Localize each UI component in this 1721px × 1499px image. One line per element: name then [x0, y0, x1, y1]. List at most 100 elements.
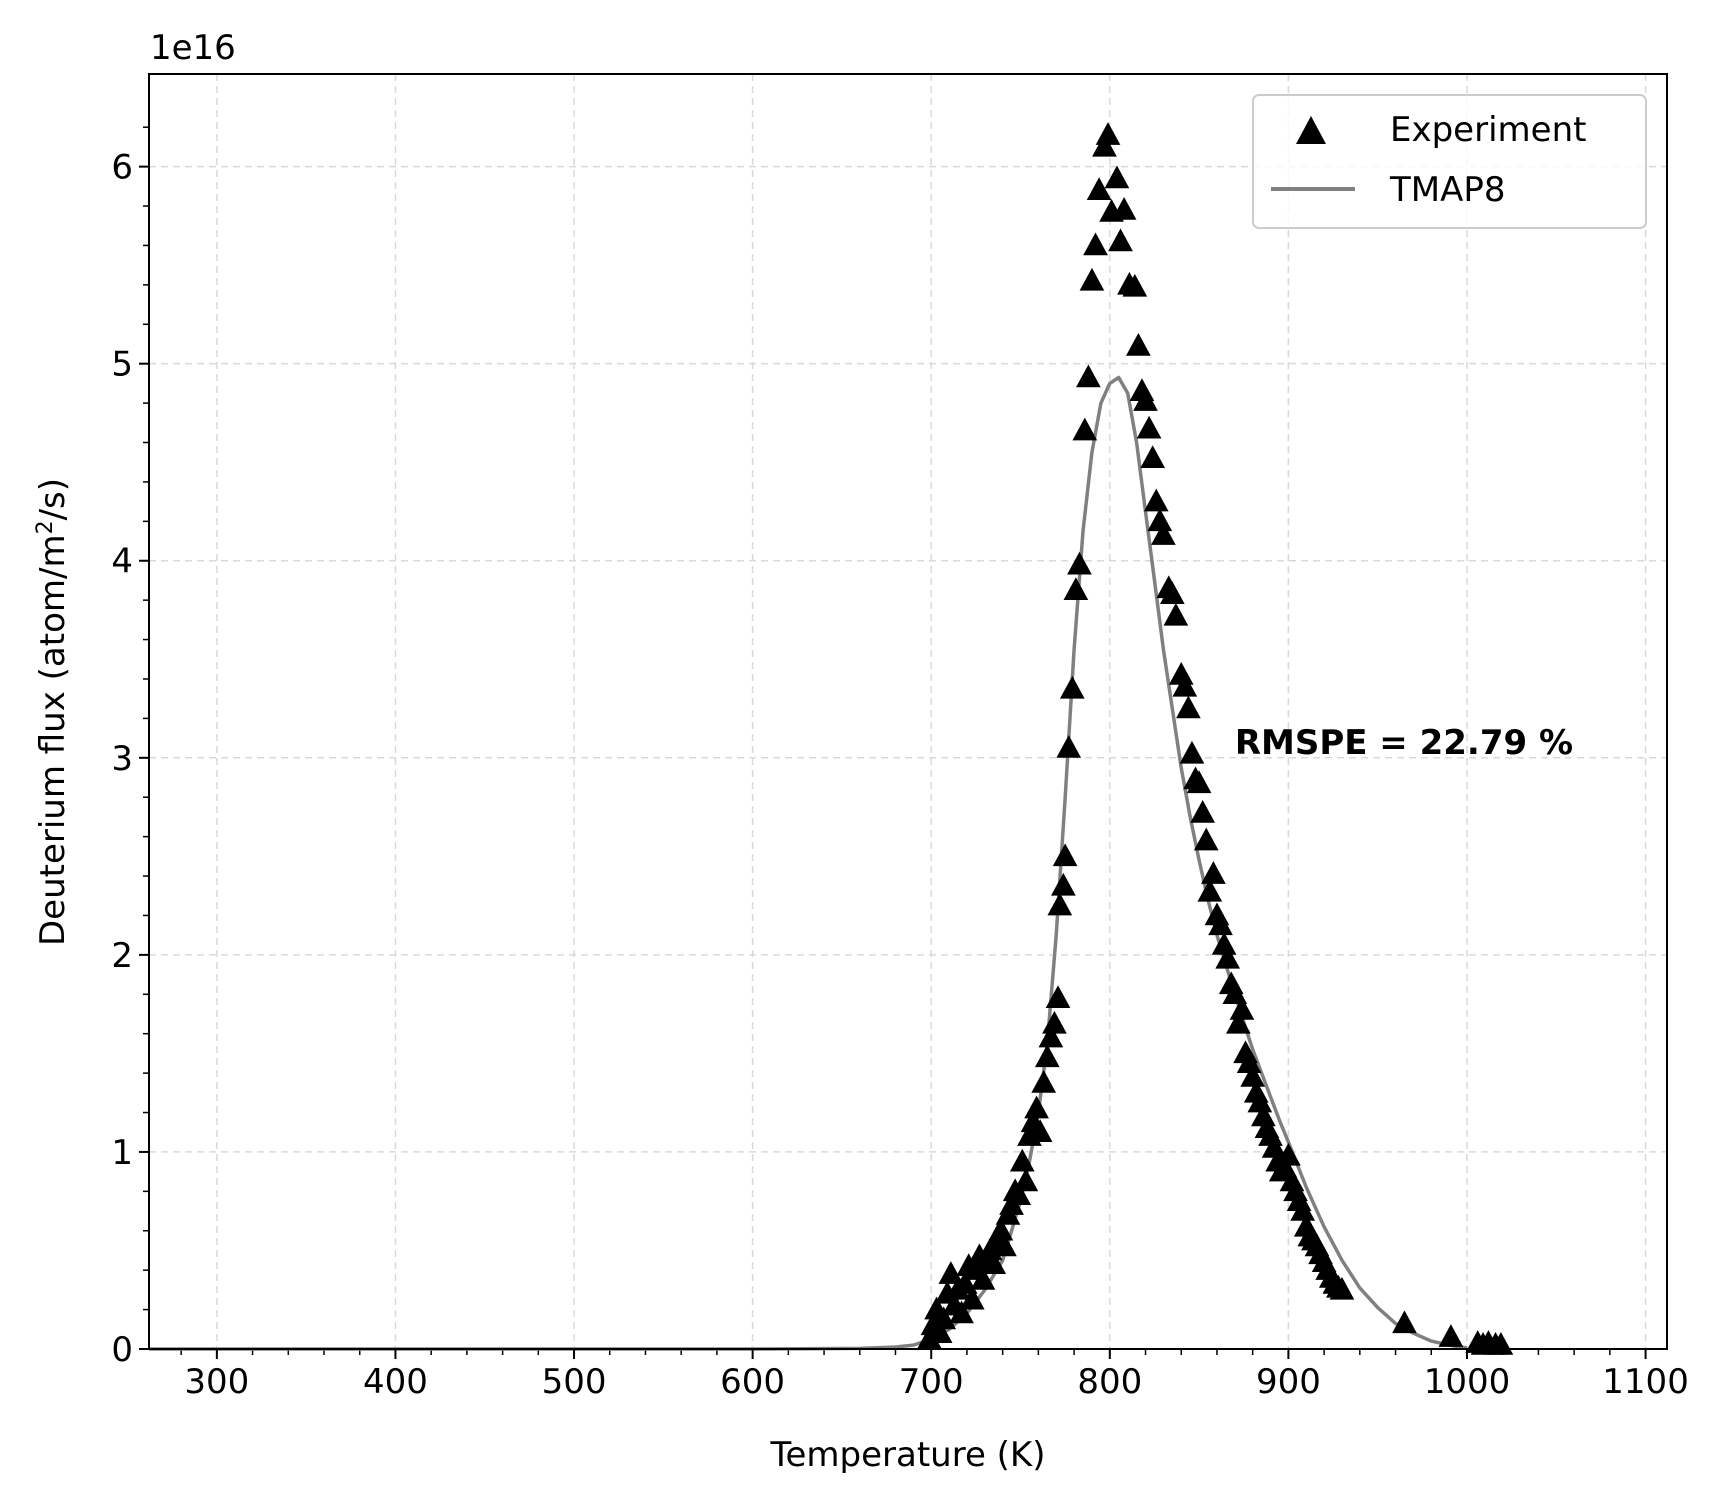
experiment-point [1151, 522, 1176, 545]
y-axis-label-superscript: 2 [33, 520, 58, 534]
experiment-point [1092, 133, 1117, 157]
experiment-point [1006, 1182, 1032, 1206]
experiment-point [1045, 985, 1071, 1008]
x-tick-label: 1100 [1602, 1362, 1689, 1402]
experiment-point [1038, 1024, 1064, 1048]
experiment-point [1290, 1198, 1316, 1221]
experiment-point [1211, 932, 1237, 955]
experiment-point [1034, 1044, 1060, 1068]
plot-frame [148, 73, 1668, 1350]
grid [149, 74, 1667, 1349]
x-axis-label: Temperature (K) [769, 1435, 1045, 1475]
experiment-point [1067, 551, 1092, 575]
experiment-point [1163, 602, 1189, 626]
experiment-point [1047, 892, 1073, 916]
experiment-point [927, 1320, 953, 1343]
experiment-point [1056, 734, 1082, 758]
experiment-point [1176, 695, 1201, 719]
experiment-point [1111, 196, 1137, 220]
experiment-point [1136, 415, 1162, 439]
x-tick-label: 500 [542, 1362, 607, 1402]
experiment-point [1236, 1050, 1262, 1074]
experiment-point [1215, 945, 1241, 969]
y-axis-label-main: Deuterium flux (atom/m [33, 534, 73, 946]
experiment-point [1063, 577, 1089, 601]
experiment-point [1208, 912, 1233, 936]
experiment-point [1247, 1089, 1273, 1113]
legend-box [1252, 94, 1647, 229]
offset-text: 1e16 [150, 28, 236, 68]
x-axis: 300 400 500 600 700 800 900 1000 1100 [184, 1349, 1689, 1402]
experiment-point [1052, 843, 1078, 867]
experiment-point [1133, 388, 1158, 411]
tmap8-line [149, 375, 1468, 1351]
experiment-point [1051, 872, 1076, 896]
y-axis: 0 1 2 3 4 5 6 [111, 148, 149, 1370]
y-tick-label: 1 [111, 1133, 133, 1173]
experiment-point [1086, 177, 1112, 201]
experiment-point [1261, 1134, 1287, 1158]
y-tick-label: 5 [111, 345, 133, 385]
experiment-point [1104, 165, 1130, 189]
experiment-points [917, 122, 1514, 1355]
experiment-point [1186, 770, 1212, 794]
y-tick-label: 3 [111, 739, 133, 779]
experiment-point [1240, 1064, 1266, 1087]
experiment-point [1140, 445, 1166, 469]
x-tick-label: 400 [363, 1362, 428, 1402]
experiment-point [1222, 981, 1248, 1005]
experiment-point [938, 1261, 964, 1284]
y-tick-label: 2 [111, 936, 133, 976]
experiment-point [1143, 488, 1169, 512]
experiment-point [959, 1286, 985, 1310]
experiment-point [1076, 364, 1101, 388]
experiment-point [1276, 1142, 1301, 1166]
experiment-point [1438, 1324, 1464, 1347]
experiment-point [1059, 675, 1085, 699]
x-tick-label: 300 [184, 1362, 249, 1402]
y-tick-label: 6 [111, 148, 133, 188]
legend: Experiment TMAP8 [1252, 94, 1647, 229]
experiment-point [1197, 878, 1223, 902]
experiment-point [1013, 1168, 1039, 1192]
experiment-point [1201, 861, 1226, 884]
experiment-point [1172, 673, 1198, 697]
experiment-point [1329, 1276, 1355, 1300]
experiment-point [917, 1326, 942, 1349]
experiment-point [992, 1233, 1017, 1257]
experiment-point [1108, 228, 1133, 252]
legend-experiment-marker [1296, 116, 1326, 144]
experiment-point [1147, 508, 1173, 532]
experiment-point [952, 1270, 978, 1294]
x-tick-label: 700 [899, 1362, 964, 1402]
experiment-point [949, 1300, 974, 1324]
experiment-point [1392, 1310, 1417, 1334]
experiment-point [1229, 997, 1255, 1020]
experiment-point [1042, 1010, 1067, 1034]
experiment-point [1193, 827, 1219, 851]
y-tick-label: 4 [111, 542, 133, 582]
x-tick-label: 1000 [1424, 1362, 1511, 1402]
tmap8-layer [149, 375, 1468, 1351]
experiment-point [1159, 581, 1185, 604]
experiment-point [1095, 122, 1121, 145]
x-tick-label: 900 [1256, 1362, 1321, 1402]
y-axis-label-tail: /s) [33, 478, 73, 520]
experiment-point [931, 1306, 957, 1330]
x-tick-label: 800 [1077, 1362, 1142, 1402]
experiment-point [1226, 1010, 1251, 1034]
experiment-point [988, 1217, 1014, 1241]
experiment-point [981, 1251, 1007, 1275]
experiment-point [1072, 417, 1098, 441]
experiment-point [1190, 799, 1216, 823]
experiment-point [1126, 332, 1151, 356]
experiment-point [1024, 1095, 1049, 1119]
experiment-point [1083, 232, 1108, 256]
legend-tmap8-label: TMAP8 [1389, 170, 1506, 210]
experiment-point [970, 1267, 996, 1290]
experiment-point [1079, 267, 1105, 291]
experiment-point [1027, 1119, 1053, 1142]
y-tick-label: 0 [111, 1330, 133, 1370]
